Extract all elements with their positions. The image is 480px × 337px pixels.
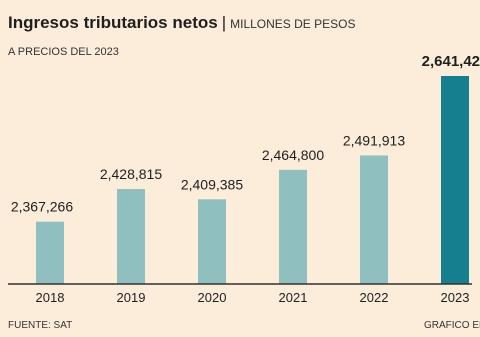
chart-title-row: Ingresos tributarios netos | MILLONES DE P… [8, 13, 356, 34]
chart-unit: MILLONES DE PESOS [230, 17, 356, 31]
value-label-2018: 2,367,266 [11, 199, 73, 215]
value-label-2022: 2,491,913 [343, 132, 405, 148]
chart-title: Ingresos tributarios netos [8, 13, 218, 32]
value-label-2021: 2,464,800 [262, 147, 324, 163]
chart-subtitle: A PRECIOS DEL 2023 [8, 46, 119, 58]
x-tick-2021: 2021 [279, 290, 308, 305]
value-label-2023: 2,641,428 [422, 53, 480, 70]
x-tick-2020: 2020 [198, 290, 227, 305]
bar-2019 [117, 188, 145, 284]
graphic-credit: GRÁFICO EE [424, 320, 480, 331]
bar-2022 [360, 155, 388, 284]
source-note: FUENTE: SAT [8, 320, 73, 331]
x-tick-2019: 2019 [117, 290, 146, 305]
x-tick-2018: 2018 [36, 290, 65, 305]
value-label-2020: 2,409,385 [181, 176, 243, 192]
x-tick-2023: 2023 [441, 290, 470, 305]
bar-2023 [441, 76, 469, 284]
bar-2018 [36, 221, 64, 284]
value-label-2019: 2,428,815 [100, 166, 162, 182]
bar-2020 [198, 199, 226, 284]
x-tick-2022: 2022 [360, 290, 389, 305]
title-separator: | [221, 13, 227, 32]
bar-2021 [279, 169, 307, 284]
